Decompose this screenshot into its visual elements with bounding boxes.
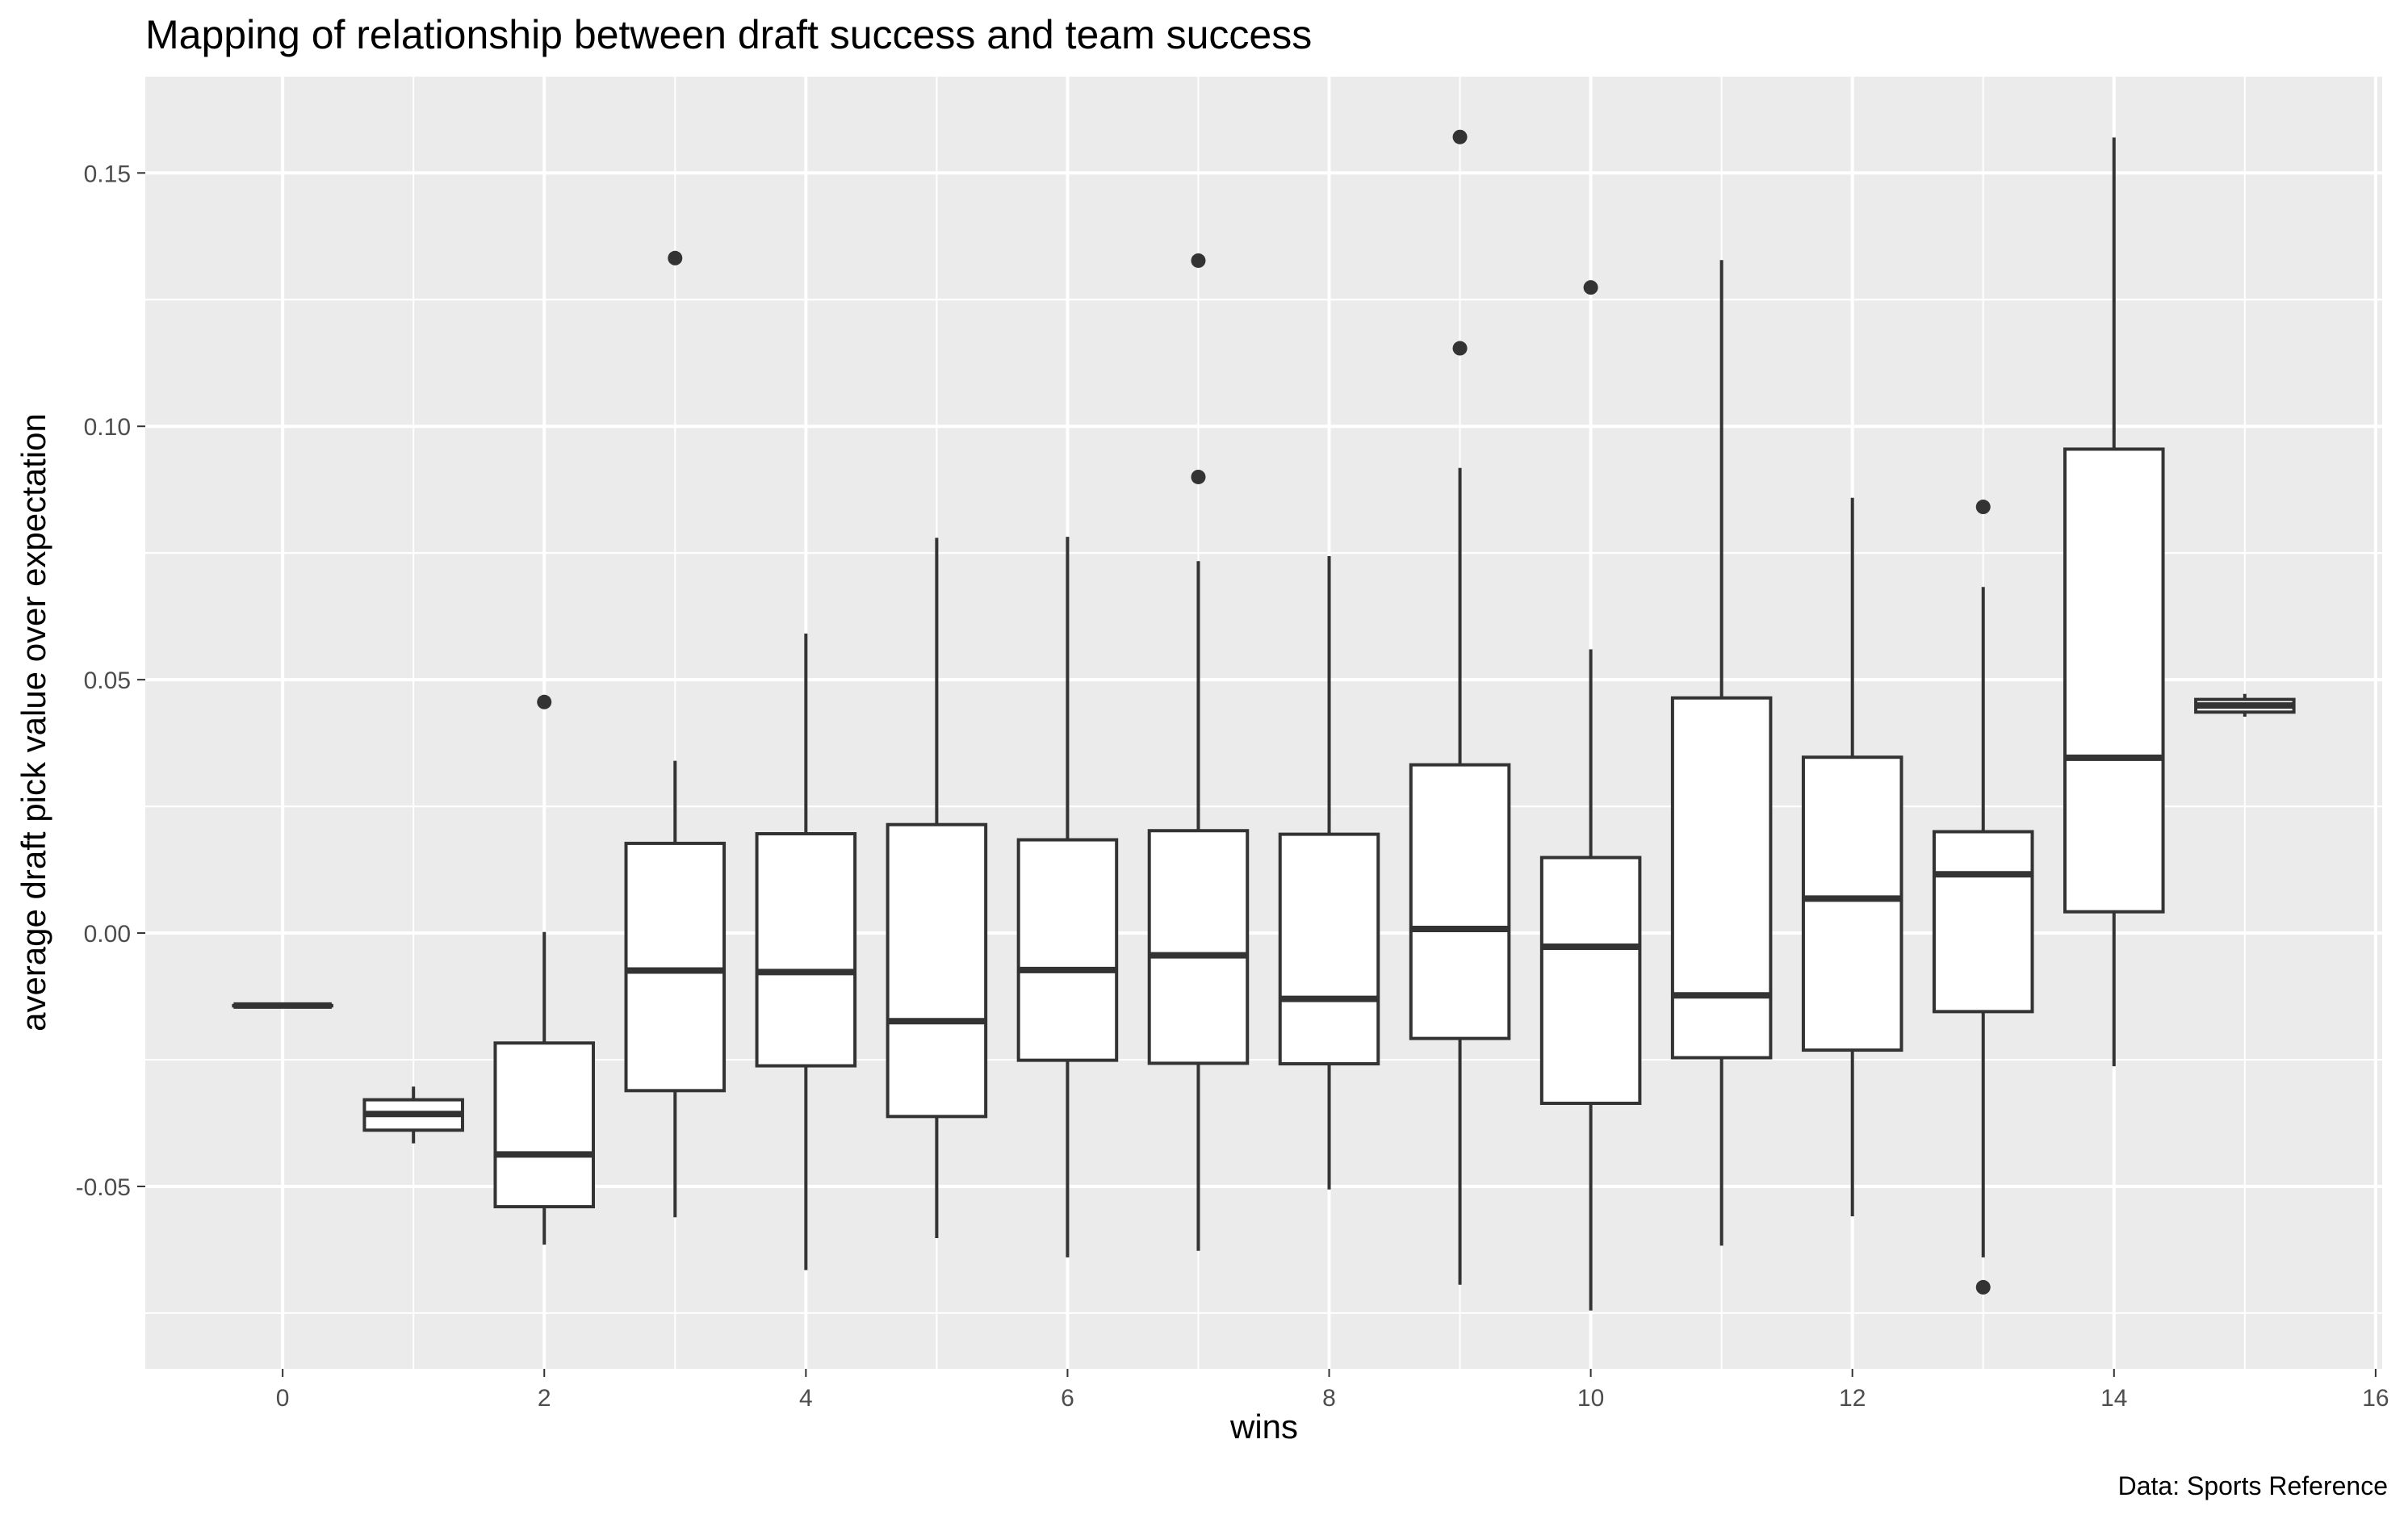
x-tick-label: 12 <box>1839 1385 1866 1412</box>
outlier-point <box>537 694 552 709</box>
outlier-point <box>1452 129 1468 144</box>
box-iqr <box>2063 447 2165 914</box>
y-axis: -0.05 0.00 0.05 0.10 0.15 <box>76 161 145 1201</box>
box-group-9 <box>1409 129 1511 1285</box>
box-iqr <box>1932 830 2034 1014</box>
x-axis-title: wins <box>1229 1408 1298 1446</box>
outlier-point <box>1191 469 1206 484</box>
box-iqr <box>1539 856 1642 1106</box>
x-tick-label: 8 <box>1322 1385 1336 1412</box>
x-tick-label: 0 <box>276 1385 290 1412</box>
outlier-point <box>1191 253 1206 268</box>
outlier-point <box>1975 1279 1991 1295</box>
plot-panel <box>145 77 2382 1369</box>
outlier-point <box>668 250 683 266</box>
box-group-14 <box>2063 137 2165 1067</box>
y-tick-label: -0.05 <box>76 1174 131 1201</box>
box-group-4 <box>755 633 857 1270</box>
box-iqr <box>1801 755 1903 1052</box>
y-tick-label: 0.00 <box>84 921 131 948</box>
box-group-2 <box>493 694 596 1245</box>
box-iqr <box>624 841 727 1093</box>
box-iqr <box>1670 696 1773 1060</box>
x-tick-label: 4 <box>799 1385 813 1412</box>
box-iqr <box>886 822 988 1119</box>
box-iqr <box>493 1041 596 1209</box>
box-iqr <box>1409 763 1511 1040</box>
box-group-5 <box>886 538 988 1239</box>
x-tick-label: 2 <box>538 1385 551 1412</box>
caption: Data: Sports Reference <box>2118 1471 2388 1500</box>
box-group-12 <box>1801 497 1903 1217</box>
y-tick-label: 0.05 <box>84 667 131 694</box>
outlier-point <box>1975 500 1991 515</box>
x-tick-label: 10 <box>1577 1385 1604 1412</box>
x-tick-label: 14 <box>2100 1385 2127 1412</box>
outlier-point <box>1452 341 1468 356</box>
y-tick-label: 0.10 <box>84 414 131 441</box>
x-tick-label: 6 <box>1061 1385 1074 1412</box>
box-group-8 <box>1278 555 1380 1190</box>
y-tick-label: 0.15 <box>84 161 131 187</box>
box-group-10 <box>1539 280 1642 1311</box>
box-iqr <box>1147 829 1250 1065</box>
x-tick-label: 16 <box>2362 1385 2389 1412</box>
outlier-point <box>1583 280 1598 295</box>
box-group-7 <box>1147 253 1250 1251</box>
box-iqr <box>1278 832 1380 1066</box>
chart-title: Mapping of relationship between draft su… <box>145 12 1312 57</box>
x-axis: 0 2 4 6 8 10 12 14 16 <box>276 1369 2389 1412</box>
y-axis-title: average draft pick value over expectatio… <box>15 413 52 1031</box>
box-group-3 <box>624 250 727 1218</box>
box-group-1 <box>362 1086 464 1144</box>
box-group-15 <box>2194 693 2296 717</box>
box-group-6 <box>1016 537 1119 1257</box>
box-group-11 <box>1670 260 1773 1246</box>
box-group-13 <box>1932 500 2034 1295</box>
box-series <box>232 129 2296 1311</box>
box-iqr <box>755 831 857 1068</box>
box-iqr <box>1016 838 1119 1062</box>
